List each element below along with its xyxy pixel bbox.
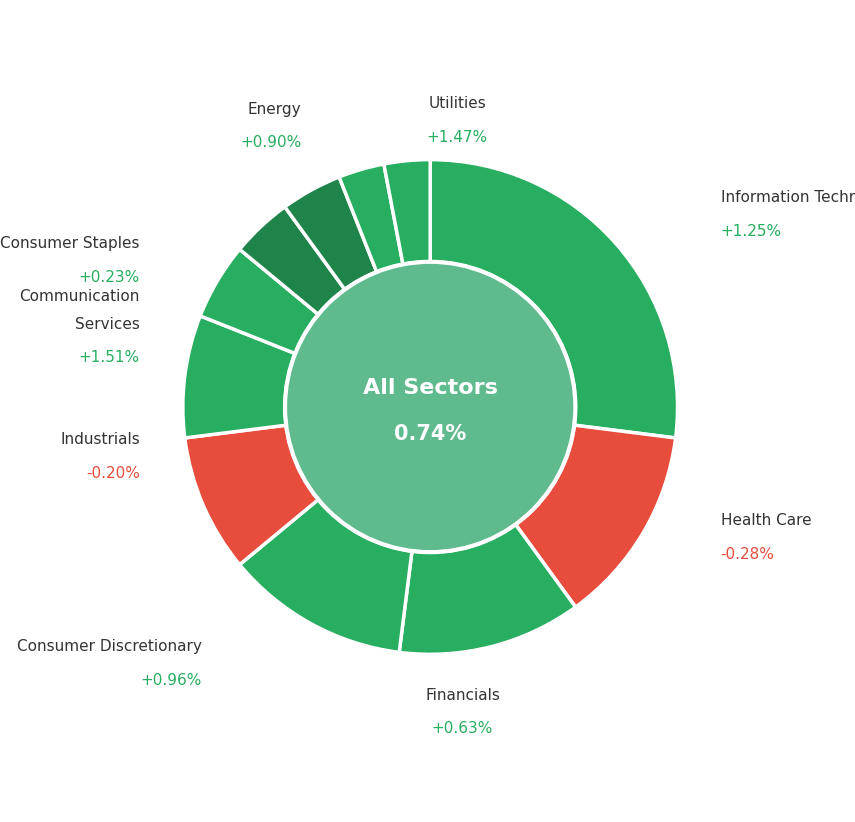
Text: +0.90%: +0.90%: [240, 135, 301, 150]
Text: +1.47%: +1.47%: [427, 130, 487, 145]
Circle shape: [285, 261, 575, 552]
Text: +1.51%: +1.51%: [79, 350, 140, 365]
Text: Consumer Discretionary: Consumer Discretionary: [17, 640, 202, 654]
Text: Energy: Energy: [247, 102, 301, 117]
Text: Services: Services: [75, 316, 140, 332]
Wedge shape: [516, 425, 675, 607]
Text: Consumer Staples: Consumer Staples: [0, 236, 140, 251]
Text: -0.28%: -0.28%: [721, 547, 775, 561]
Wedge shape: [239, 500, 412, 653]
Text: 0.74%: 0.74%: [394, 424, 466, 444]
Text: Health Care: Health Care: [721, 513, 811, 528]
Text: +1.25%: +1.25%: [721, 224, 781, 239]
Text: Information Technology: Information Technology: [721, 191, 855, 206]
Wedge shape: [200, 249, 318, 353]
Wedge shape: [430, 159, 677, 438]
Text: Communication: Communication: [20, 289, 140, 304]
Wedge shape: [384, 159, 430, 265]
Text: All Sectors: All Sectors: [363, 378, 498, 398]
Text: Financials: Financials: [425, 688, 500, 703]
Text: -0.20%: -0.20%: [86, 466, 140, 481]
Text: +0.96%: +0.96%: [140, 673, 202, 688]
Wedge shape: [285, 177, 377, 289]
Wedge shape: [239, 207, 345, 315]
Text: +0.63%: +0.63%: [432, 721, 493, 737]
Text: Utilities: Utilities: [428, 96, 486, 111]
Wedge shape: [339, 164, 403, 272]
Wedge shape: [185, 425, 318, 565]
Wedge shape: [183, 316, 295, 438]
Wedge shape: [399, 524, 575, 654]
Text: +0.23%: +0.23%: [79, 270, 140, 284]
Text: Industrials: Industrials: [60, 432, 140, 447]
